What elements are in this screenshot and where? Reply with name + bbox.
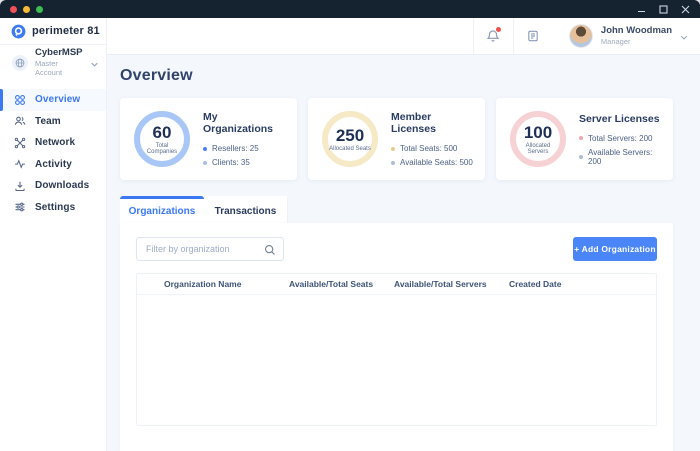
bullet-icon bbox=[203, 146, 207, 151]
sidebar: perimeter 81 CyberMSP Master Account Ove… bbox=[0, 18, 107, 451]
card-stat: Clients: 35 bbox=[203, 158, 287, 167]
sliders-icon bbox=[14, 201, 26, 213]
sidebar-item-activity[interactable]: Activity bbox=[0, 154, 106, 176]
download-icon bbox=[14, 180, 26, 192]
sidebar-item-network[interactable]: Network bbox=[0, 132, 106, 154]
bell-icon bbox=[486, 29, 500, 43]
bullet-icon bbox=[391, 160, 395, 165]
window-controls bbox=[637, 4, 690, 14]
sidebar-menu: Overview Team Network Activity Downloads bbox=[0, 80, 106, 218]
search-icon bbox=[264, 243, 276, 261]
column-header-organization-name: Organization Name bbox=[164, 279, 242, 289]
user-menu[interactable]: John Woodman Manager bbox=[568, 24, 688, 48]
card-my-organizations: 60 Total Companies My Organizations Rese… bbox=[120, 98, 297, 180]
minimize-traffic-icon[interactable] bbox=[23, 5, 30, 13]
sidebar-item-label: Overview bbox=[35, 94, 81, 106]
card-server-licenses: 100 Allocated Servers Server Licenses To… bbox=[496, 98, 673, 180]
stat-ring: 60 Total Companies bbox=[134, 111, 190, 167]
stat-ring: 100 Allocated Servers bbox=[510, 111, 566, 167]
sidebar-item-overview[interactable]: Overview bbox=[0, 89, 106, 111]
top-header: John Woodman Manager bbox=[107, 18, 700, 55]
grid-icon bbox=[14, 94, 26, 106]
traffic-lights bbox=[10, 5, 43, 13]
bullet-icon bbox=[579, 136, 583, 140]
network-icon bbox=[14, 137, 26, 149]
add-organization-button[interactable]: + Add Organization bbox=[573, 237, 657, 261]
chevron-down-icon bbox=[680, 27, 688, 45]
sidebar-item-team[interactable]: Team bbox=[0, 111, 106, 133]
sidebar-item-label: Settings bbox=[35, 201, 76, 213]
card-stat: Resellers: 25 bbox=[203, 144, 287, 153]
user-avatar bbox=[568, 24, 593, 48]
chevron-down-icon bbox=[91, 54, 98, 72]
account-role: Master Account bbox=[35, 59, 63, 78]
book-icon bbox=[526, 29, 540, 43]
sidebar-item-label: Network bbox=[35, 137, 76, 149]
sidebar-item-label: Activity bbox=[35, 158, 72, 170]
bullet-icon bbox=[203, 160, 207, 165]
sidebar-item-settings[interactable]: Settings bbox=[0, 197, 106, 219]
stat-ring: 250 Allocated Seats bbox=[322, 111, 378, 167]
page-title: Overview bbox=[120, 67, 193, 84]
card-stat: Total Seats: 500 bbox=[391, 144, 475, 153]
stat-value: 60 bbox=[152, 122, 172, 142]
filter-input[interactable] bbox=[136, 237, 284, 261]
account-name: CyberMSP bbox=[35, 47, 83, 59]
sidebar-item-label: Team bbox=[35, 115, 61, 127]
column-header-created-date: Created Date bbox=[509, 279, 562, 289]
tab-transactions[interactable]: Transactions bbox=[204, 196, 288, 223]
sidebar-item-label: Downloads bbox=[35, 180, 90, 192]
stat-value-label: Allocated Servers bbox=[525, 142, 551, 155]
stat-value: 100 bbox=[523, 122, 553, 142]
organizations-table: Organization Name Available/Total Seats … bbox=[136, 273, 657, 426]
bullet-icon bbox=[391, 146, 395, 151]
sidebar-item-downloads[interactable]: Downloads bbox=[0, 175, 106, 197]
maximize-icon[interactable] bbox=[659, 4, 668, 14]
table-header-row: Organization Name Available/Total Seats … bbox=[137, 274, 656, 295]
brand: perimeter 81 bbox=[0, 18, 106, 45]
card-member-licenses: 250 Allocated Seats Member Licenses Tota… bbox=[308, 98, 485, 180]
tab-bar: Organizations Transactions bbox=[120, 196, 673, 223]
account-switcher[interactable]: CyberMSP Master Account bbox=[0, 45, 106, 80]
close-icon[interactable] bbox=[681, 5, 690, 14]
column-header-available-total-seats: Available/Total Seats bbox=[289, 279, 374, 289]
maximize-traffic-icon[interactable] bbox=[36, 5, 43, 13]
column-header-available-total-servers: Available/Total Servers bbox=[394, 279, 487, 289]
content-area: Overview 60 Total Companies My Organizat… bbox=[107, 55, 700, 451]
stat-value-label: Allocated Seats bbox=[329, 145, 371, 152]
team-icon bbox=[14, 115, 26, 127]
notification-badge bbox=[494, 26, 502, 33]
user-role: Manager bbox=[600, 37, 631, 47]
notifications-button[interactable] bbox=[472, 18, 513, 54]
stat-cards: 60 Total Companies My Organizations Rese… bbox=[120, 98, 673, 180]
minimize-icon[interactable] bbox=[637, 5, 646, 14]
card-title: Server Licenses bbox=[579, 112, 660, 125]
user-name: John Woodman bbox=[600, 24, 672, 36]
docs-button[interactable] bbox=[512, 18, 553, 54]
card-title: Member Licenses bbox=[391, 111, 436, 135]
organizations-panel: + Add Organization Organization Name Ava… bbox=[120, 223, 673, 451]
tab-organizations[interactable]: Organizations bbox=[120, 196, 204, 223]
card-stat: Available Servers: 200 bbox=[579, 148, 663, 166]
bullet-icon bbox=[579, 154, 583, 159]
stat-value: 250 bbox=[335, 125, 365, 145]
activity-icon bbox=[14, 158, 26, 170]
close-traffic-icon[interactable] bbox=[10, 5, 17, 13]
table-toolbar: + Add Organization bbox=[136, 237, 657, 261]
brand-name: perimeter 81 bbox=[32, 25, 100, 37]
card-title: My Organizations bbox=[203, 111, 274, 135]
card-stat: Total Servers: 200 bbox=[579, 134, 663, 143]
stat-value-label: Total Companies bbox=[146, 142, 178, 155]
perimeter81-logo-icon bbox=[11, 24, 26, 38]
titlebar bbox=[0, 0, 700, 18]
card-stat: Available Seats: 500 bbox=[391, 158, 475, 167]
globe-icon bbox=[12, 54, 28, 71]
